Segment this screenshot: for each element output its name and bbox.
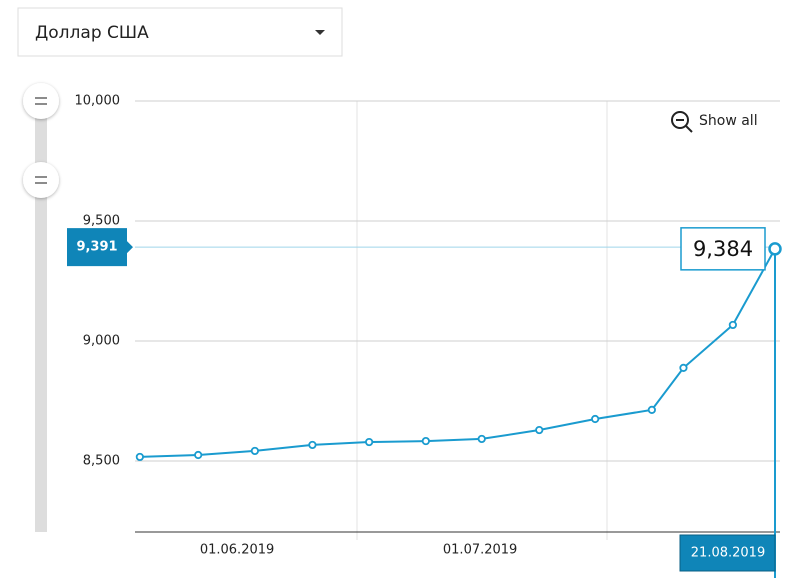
y-tick-label: 10,000 [75,94,121,109]
currency-dropdown[interactable]: Доллар США [17,7,343,57]
x-tick-label: 01.06.2019 [200,543,274,558]
show-all-button[interactable]: Show all [671,111,758,133]
data-point [194,450,203,460]
slider-handle-bottom[interactable] [23,162,59,198]
data-point [135,452,144,462]
handle[interactable] [23,162,59,198]
tooltip-box [680,227,766,271]
crosshair-y-tag [67,228,133,267]
tooltip-label: 9,384 [693,237,753,261]
data-point [768,242,782,256]
crosshair-y-label: 9,391 [76,240,117,255]
y-tick-label: 8,500 [83,454,120,469]
data-point [250,446,259,456]
data-point [591,414,600,424]
handle-grip [35,97,47,105]
data-point [308,440,317,450]
crosshair-x-label: 21.08.2019 [691,546,765,561]
dropdown-box[interactable] [17,7,343,57]
data-point [535,425,544,435]
data-point [647,405,656,414]
slider-handle-top[interactable] [23,83,59,119]
show-all-label[interactable]: Show all [699,113,758,129]
handle[interactable] [23,83,59,119]
y-tick-label: 9,500 [83,214,120,229]
data-point [728,320,737,330]
zoom-icon-detail[interactable] [676,119,693,133]
y-tick-label: 9,000 [83,334,120,349]
series-line [139,248,776,458]
data-point [477,434,486,444]
data-point [421,436,430,446]
dropdown-arrow[interactable] [315,30,325,35]
handle-grip [35,176,47,184]
data-point [365,437,374,447]
data-point [679,363,688,372]
x-tick-label: 01.07.2019 [443,543,517,558]
crosshair-x-tag [679,534,776,572]
zoom-icon[interactable] [671,111,689,129]
range-slider-track[interactable] [35,100,47,532]
dropdown-value[interactable]: Доллар США [35,23,149,43]
